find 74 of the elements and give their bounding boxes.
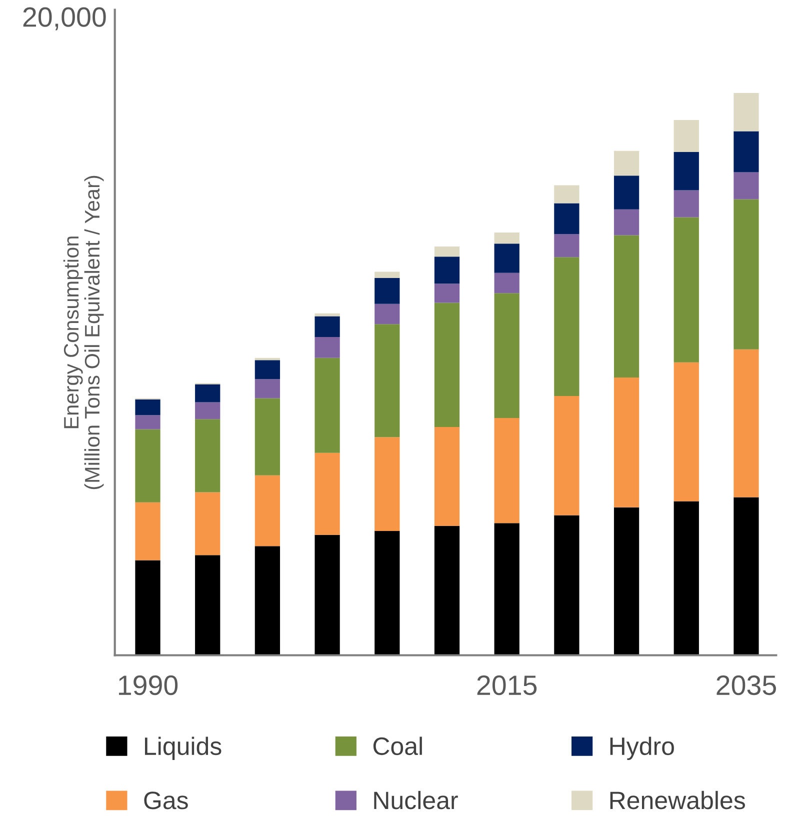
bar <box>554 396 580 516</box>
bar <box>734 199 759 350</box>
x-tick-label: 2015 <box>477 675 537 696</box>
bar <box>494 523 520 656</box>
bar <box>434 256 460 284</box>
legend-label: Gas <box>144 792 188 810</box>
legend-label: Hydro <box>610 736 674 760</box>
bar <box>554 203 580 234</box>
bar <box>434 426 460 526</box>
y-axis-title: Energy Consumption (Million Tons Oil Equivalent / Year) <box>63 176 104 490</box>
bar <box>135 560 160 656</box>
legend-label: Liquids <box>144 736 222 760</box>
bar <box>674 152 699 190</box>
legend-label: Renewables <box>610 790 745 810</box>
bar <box>674 501 699 656</box>
bar <box>374 304 400 324</box>
x-tick-label: 2035 <box>716 675 776 696</box>
bar <box>314 313 340 316</box>
bar <box>494 232 520 244</box>
bar <box>734 93 759 132</box>
bar <box>674 217 699 362</box>
bar <box>374 272 400 278</box>
bar <box>314 337 340 358</box>
bar <box>614 235 640 378</box>
bar <box>614 507 640 656</box>
bar <box>674 190 699 218</box>
bar <box>674 362 699 502</box>
bar <box>314 452 340 535</box>
bar <box>135 502 160 560</box>
bar <box>314 358 340 453</box>
bar <box>195 419 220 492</box>
bar <box>314 316 340 338</box>
bar <box>734 497 759 656</box>
legend-label: Nuclear <box>374 790 458 810</box>
bar <box>494 293 520 418</box>
bar <box>554 234 580 258</box>
bar <box>374 530 400 656</box>
bar <box>554 185 580 204</box>
bar <box>494 244 520 273</box>
bar <box>195 555 220 656</box>
bar <box>614 176 640 210</box>
bar <box>135 415 160 430</box>
bar <box>254 546 280 656</box>
bar <box>374 324 400 438</box>
bar <box>554 515 580 656</box>
bar <box>434 302 460 427</box>
bar <box>614 378 640 508</box>
bar <box>314 534 340 656</box>
bar <box>195 384 220 402</box>
bar <box>195 402 220 420</box>
bar <box>254 379 280 398</box>
bar <box>434 284 460 303</box>
bar <box>254 398 280 476</box>
bar <box>254 360 280 380</box>
bar <box>494 418 520 524</box>
bar <box>434 246 460 257</box>
legend-label: Coal <box>373 736 422 756</box>
bar <box>614 150 640 176</box>
bar <box>374 437 400 531</box>
text: 20,000 <box>23 7 106 30</box>
bar <box>135 429 160 502</box>
bar <box>135 399 160 416</box>
bar <box>734 172 759 200</box>
bar <box>494 272 520 294</box>
bar <box>554 257 580 396</box>
bar <box>374 278 400 304</box>
bar <box>434 526 460 656</box>
bar <box>614 209 640 236</box>
bar <box>195 492 220 556</box>
bar <box>674 120 699 152</box>
x-tick-label: 1990 <box>118 675 178 696</box>
bar <box>254 475 280 546</box>
bar <box>734 131 759 172</box>
bar <box>734 349 759 498</box>
